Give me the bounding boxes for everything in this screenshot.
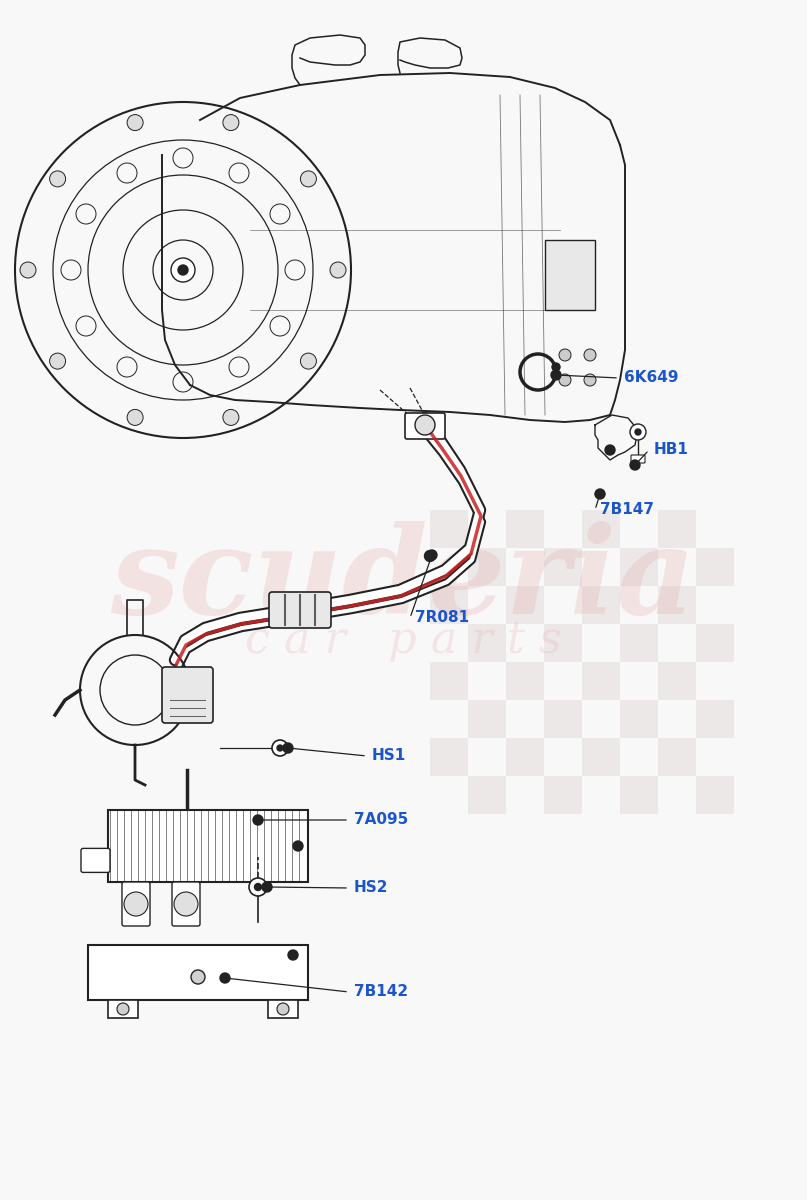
Circle shape [254, 883, 261, 890]
Circle shape [124, 892, 148, 916]
Text: scuderia: scuderia [111, 521, 696, 640]
Circle shape [630, 424, 646, 440]
Circle shape [630, 460, 640, 470]
Bar [544, 624, 582, 662]
FancyBboxPatch shape [545, 240, 595, 310]
Circle shape [584, 349, 596, 361]
Bar [430, 738, 468, 776]
Text: 7A095: 7A095 [354, 812, 408, 828]
Circle shape [551, 370, 561, 380]
Bar [696, 624, 734, 662]
Bar [506, 738, 544, 776]
Bar [620, 700, 658, 738]
Bar [582, 586, 620, 624]
Circle shape [288, 950, 298, 960]
FancyBboxPatch shape [405, 413, 445, 439]
Circle shape [191, 970, 205, 984]
Circle shape [584, 374, 596, 386]
Circle shape [127, 409, 143, 426]
Bar [506, 662, 544, 700]
Bar [582, 662, 620, 700]
Circle shape [427, 550, 437, 560]
Text: c a r   p a r t s: c a r p a r t s [245, 618, 562, 661]
Bar [108, 1000, 138, 1018]
FancyBboxPatch shape [269, 592, 331, 628]
Circle shape [605, 445, 615, 455]
Bar [544, 548, 582, 586]
Circle shape [635, 428, 641, 434]
Text: HS2: HS2 [354, 881, 388, 895]
Circle shape [293, 841, 303, 851]
Circle shape [262, 882, 272, 892]
Circle shape [171, 258, 195, 282]
FancyBboxPatch shape [122, 882, 150, 926]
Circle shape [223, 114, 239, 131]
Bar [620, 624, 658, 662]
Bar [658, 662, 696, 700]
Circle shape [117, 1003, 129, 1015]
Circle shape [300, 170, 316, 187]
Circle shape [424, 551, 436, 562]
Bar [658, 586, 696, 624]
Bar [582, 738, 620, 776]
Bar [468, 776, 506, 814]
Circle shape [49, 353, 65, 370]
Text: 7B147: 7B147 [600, 503, 654, 517]
Circle shape [174, 892, 198, 916]
Bar [658, 738, 696, 776]
Bar [506, 586, 544, 624]
Bar [430, 586, 468, 624]
Circle shape [595, 490, 605, 499]
Bar [88, 946, 308, 1000]
Bar [696, 776, 734, 814]
Circle shape [223, 409, 239, 426]
Bar [696, 548, 734, 586]
Circle shape [330, 262, 346, 278]
Circle shape [253, 815, 263, 826]
Circle shape [283, 743, 293, 754]
Circle shape [249, 878, 267, 896]
Bar [582, 510, 620, 548]
Circle shape [20, 262, 36, 278]
Circle shape [559, 374, 571, 386]
Bar [108, 810, 308, 882]
Bar [430, 662, 468, 700]
Circle shape [277, 1003, 289, 1015]
Bar [268, 1000, 298, 1018]
Circle shape [559, 349, 571, 361]
Circle shape [415, 415, 435, 434]
Text: HB1: HB1 [654, 443, 689, 457]
Bar [544, 776, 582, 814]
FancyBboxPatch shape [631, 455, 645, 463]
Bar [430, 510, 468, 548]
Circle shape [300, 353, 316, 370]
Circle shape [277, 745, 283, 751]
Circle shape [220, 973, 230, 983]
Circle shape [49, 170, 65, 187]
Text: 6K649: 6K649 [624, 371, 679, 385]
FancyBboxPatch shape [162, 667, 213, 722]
FancyBboxPatch shape [172, 882, 200, 926]
Bar [468, 548, 506, 586]
Text: 7B142: 7B142 [354, 984, 408, 1000]
Circle shape [552, 362, 560, 371]
Bar [468, 624, 506, 662]
Bar [696, 700, 734, 738]
Text: HS1: HS1 [372, 749, 406, 763]
Bar [620, 776, 658, 814]
Bar [506, 510, 544, 548]
Circle shape [127, 114, 143, 131]
Bar [544, 700, 582, 738]
Text: 7R081: 7R081 [415, 611, 469, 625]
FancyBboxPatch shape [81, 848, 110, 872]
Circle shape [272, 740, 288, 756]
Bar [658, 510, 696, 548]
Circle shape [178, 265, 188, 275]
Bar [468, 700, 506, 738]
Bar [620, 548, 658, 586]
